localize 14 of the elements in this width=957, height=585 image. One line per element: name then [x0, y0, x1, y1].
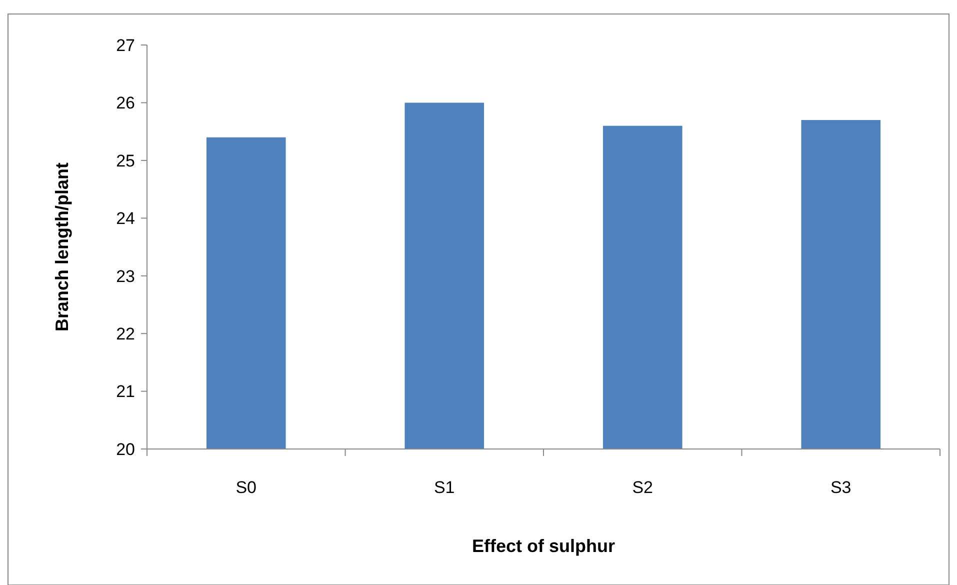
- x-tick-label: S0: [236, 478, 257, 497]
- y-tick-label: 26: [116, 94, 135, 113]
- y-tick-label: 23: [116, 266, 135, 286]
- y-axis-title: Branch length/plant: [52, 162, 72, 332]
- x-tick-label: S3: [830, 478, 852, 497]
- x-axis-title: Effect of sulphur: [472, 536, 615, 556]
- y-tick-label: 27: [116, 36, 135, 55]
- y-tick-label: 22: [116, 324, 135, 344]
- y-tick-label: 25: [116, 151, 135, 170]
- y-tick-label: 20: [116, 440, 135, 459]
- y-tick-label: 24: [116, 209, 135, 228]
- x-tick-label: S2: [632, 478, 654, 497]
- x-tick-label: S1: [434, 478, 455, 497]
- y-tick-label: 21: [116, 382, 135, 402]
